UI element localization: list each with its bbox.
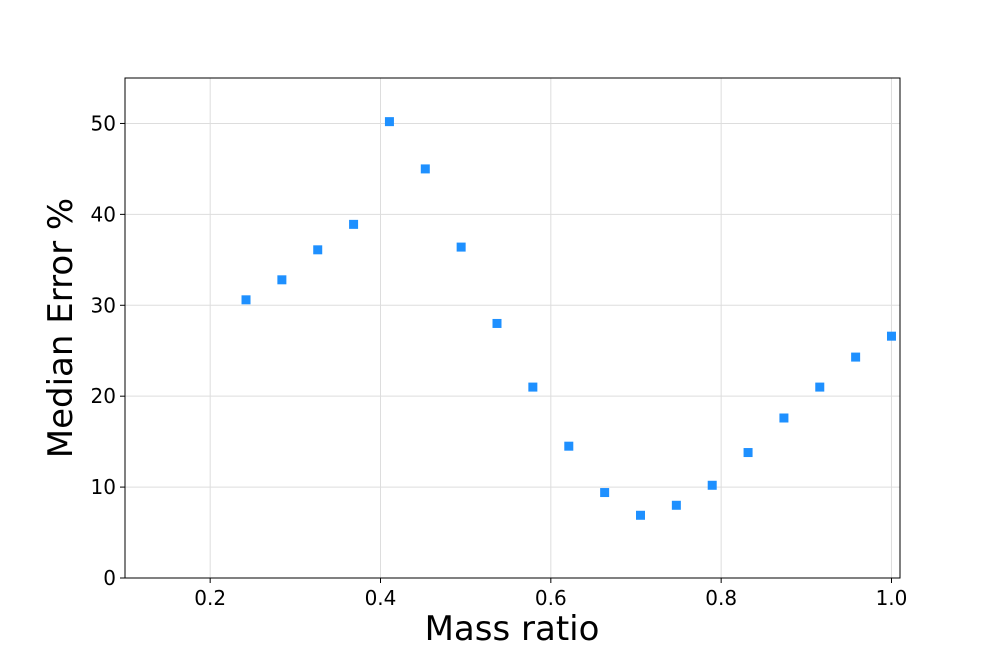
x-tick-label: 0.4 <box>365 586 397 610</box>
x-tick-label: 1.0 <box>876 586 908 610</box>
data-point <box>277 275 287 285</box>
x-axis-ticks: 0.2 0.4 0.6 0.8 1.0 <box>194 578 907 610</box>
y-tick-label: 10 <box>91 475 116 499</box>
data-point <box>564 441 574 451</box>
data-point <box>636 510 646 520</box>
y-tick-label: 0 <box>103 566 116 590</box>
x-tick-label: 0.6 <box>535 586 567 610</box>
data-point <box>456 242 466 252</box>
data-point <box>851 352 861 362</box>
plot-frame <box>124 77 901 579</box>
x-tick-label: 0.8 <box>705 586 737 610</box>
data-point <box>707 480 717 490</box>
data-point <box>671 500 681 510</box>
y-axis-label: Median Error % <box>41 198 81 458</box>
y-axis-ticks: 0 10 20 30 40 50 <box>91 111 125 590</box>
y-tick-label: 50 <box>91 111 116 135</box>
data-point <box>815 382 825 392</box>
data-points <box>241 117 896 520</box>
data-point <box>743 448 753 458</box>
data-point <box>349 219 359 229</box>
x-axis-label: Mass ratio <box>425 609 600 649</box>
data-point <box>528 382 538 392</box>
data-point <box>384 117 394 127</box>
x-tick-label: 0.2 <box>194 586 226 610</box>
data-point <box>886 331 896 341</box>
y-tick-label: 20 <box>91 384 116 408</box>
data-point <box>492 318 502 328</box>
grid <box>125 78 900 579</box>
data-point <box>241 295 251 305</box>
data-point <box>600 488 610 498</box>
data-point <box>420 164 430 174</box>
y-tick-label: 40 <box>91 202 116 226</box>
data-point <box>779 413 789 423</box>
data-point <box>313 245 323 255</box>
y-tick-label: 30 <box>91 293 116 317</box>
